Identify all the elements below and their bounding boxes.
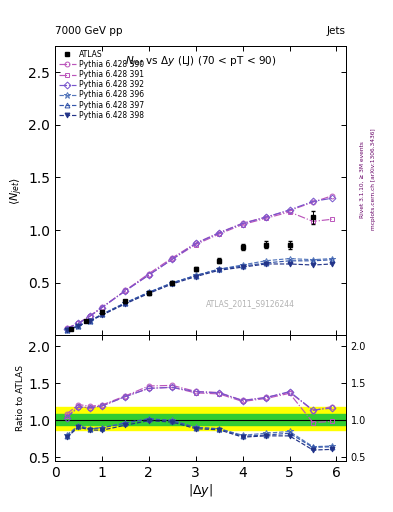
X-axis label: $|\Delta y|$: $|\Delta y|$ bbox=[188, 482, 213, 499]
Y-axis label: $\langle N_{jet}\rangle$: $\langle N_{jet}\rangle$ bbox=[9, 177, 26, 205]
Text: $N_{jet}$ vs $\Delta y$ (LJ) (70 < pT < 90): $N_{jet}$ vs $\Delta y$ (LJ) (70 < pT < … bbox=[125, 55, 276, 69]
Text: 7000 GeV pp: 7000 GeV pp bbox=[55, 26, 123, 36]
Text: ATLAS_2011_S9126244: ATLAS_2011_S9126244 bbox=[206, 299, 295, 308]
Text: Rivet 3.1.10, ≥ 3M events: Rivet 3.1.10, ≥ 3M events bbox=[360, 141, 365, 218]
Text: Jets: Jets bbox=[327, 26, 346, 36]
Text: mcplots.cern.ch [arXiv:1306.3436]: mcplots.cern.ch [arXiv:1306.3436] bbox=[371, 129, 376, 230]
Legend: ATLAS, Pythia 6.428 390, Pythia 6.428 391, Pythia 6.428 392, Pythia 6.428 396, P: ATLAS, Pythia 6.428 390, Pythia 6.428 39… bbox=[57, 48, 145, 121]
Bar bbox=[55, 414, 346, 425]
Bar bbox=[55, 407, 346, 430]
Y-axis label: Ratio to ATLAS: Ratio to ATLAS bbox=[17, 365, 26, 431]
